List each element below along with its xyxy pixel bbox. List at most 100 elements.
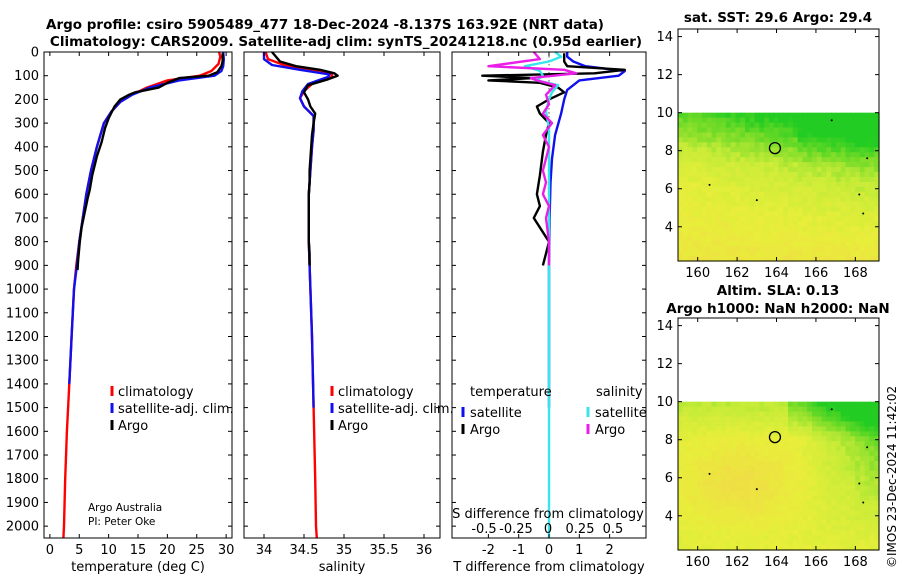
heatmap-cell <box>692 411 698 418</box>
heatmap-cell <box>745 451 751 457</box>
heatmap-cell <box>678 515 684 521</box>
heatmap-cell <box>874 152 880 158</box>
heatmap-cell <box>692 152 698 158</box>
heatmap-cell <box>706 226 713 232</box>
heatmap-cell <box>835 186 842 193</box>
heatmap-cell <box>821 152 827 158</box>
heatmap-cell <box>740 421 746 427</box>
heatmap-cell <box>730 465 737 472</box>
heatmap-cell <box>682 112 689 119</box>
heatmap-cell <box>840 456 847 462</box>
heatmap-cell <box>735 525 741 531</box>
heatmap-cell <box>730 167 737 173</box>
heatmap-cell <box>821 172 827 178</box>
heatmap-cell <box>859 495 866 502</box>
heatmap-cell <box>812 545 818 551</box>
heatmap-cell <box>792 172 799 178</box>
heatmap-cell <box>768 162 775 168</box>
heatmap-cell <box>735 515 741 521</box>
heatmap-cell <box>874 470 880 477</box>
heatmap-cell <box>788 206 794 213</box>
map-x-tick-label: 160 <box>685 555 710 570</box>
heatmap-cell <box>716 530 722 536</box>
heatmap-cell <box>831 431 837 437</box>
heatmap-cell <box>792 142 799 148</box>
heatmap-cell <box>711 451 717 457</box>
heatmap-cell <box>740 117 746 124</box>
y-tick-label: 900 <box>14 259 39 274</box>
heatmap-cell <box>859 446 866 452</box>
heatmap-cell <box>687 470 693 477</box>
heatmap-cell <box>797 540 804 546</box>
heatmap-cell <box>802 147 808 153</box>
heatmap-cell <box>835 446 842 452</box>
heatmap-cell <box>773 191 780 198</box>
heatmap-cell <box>840 465 847 472</box>
heatmap-cell <box>735 461 741 467</box>
heatmap-cell <box>831 530 837 536</box>
heatmap-cell <box>826 196 832 203</box>
heatmap-cell <box>773 505 780 512</box>
heatmap-cell <box>749 480 756 487</box>
heatmap-cell <box>850 525 856 531</box>
heatmap-cell <box>778 256 784 262</box>
heatmap-cell <box>869 456 875 462</box>
heatmap-cell <box>855 441 861 447</box>
heatmap-cell <box>840 137 847 143</box>
heatmap-cell <box>678 436 684 442</box>
heatmap-cell <box>850 510 856 516</box>
heatmap-cell <box>797 191 804 198</box>
heatmap-cell <box>682 231 689 237</box>
heatmap-cell <box>792 485 799 492</box>
heatmap-cell <box>845 520 851 526</box>
heatmap-cell <box>740 470 746 477</box>
island-dot <box>755 199 758 202</box>
heatmap-cell <box>768 401 775 408</box>
x-tick-label: 30 <box>218 543 235 558</box>
x-tick-label: 35 <box>336 543 353 558</box>
map-x-tick-label: 168 <box>843 266 868 281</box>
heatmap-cell <box>821 176 827 183</box>
heatmap-cell <box>678 510 684 516</box>
heatmap-cell <box>783 122 789 129</box>
heatmap-cell <box>725 176 732 183</box>
x-tick-label: 36 <box>416 543 433 558</box>
heatmap-cell <box>735 465 741 472</box>
heatmap-cell <box>749 490 756 497</box>
heatmap-cell <box>725 490 732 497</box>
heatmap-cell <box>869 401 875 408</box>
heatmap-cell <box>768 515 775 521</box>
heatmap-cell <box>812 416 818 423</box>
heatmap-cell <box>687 181 693 188</box>
x-tick-label: 1 <box>575 543 583 558</box>
heatmap-cell <box>869 236 875 242</box>
heatmap-cell <box>855 157 861 163</box>
heatmap-cell <box>845 401 851 408</box>
heatmap-cell <box>778 490 784 497</box>
heatmap-cell <box>687 172 693 178</box>
heatmap-cell <box>749 411 756 418</box>
heatmap-cell <box>740 461 746 467</box>
heatmap-cell <box>783 465 789 472</box>
heatmap-cell <box>682 490 689 497</box>
heatmap-cell <box>754 401 760 408</box>
heatmap-cell <box>701 167 708 173</box>
heatmap-cell <box>716 206 722 213</box>
heatmap-cell <box>764 127 770 134</box>
heatmap-cell <box>821 416 827 423</box>
heatmap-cell <box>721 461 727 467</box>
heatmap-cell <box>745 515 751 521</box>
heatmap-cell <box>840 480 847 487</box>
heatmap-cell <box>816 137 823 143</box>
heatmap-cell <box>874 500 880 507</box>
heatmap-cell <box>807 515 813 521</box>
heatmap-cell <box>697 401 703 408</box>
heatmap-cell <box>745 241 751 247</box>
heatmap-cell <box>773 540 780 546</box>
heatmap-cell <box>754 515 760 521</box>
heatmap-cell <box>730 525 737 531</box>
heatmap-cell <box>730 431 737 437</box>
heatmap-cell <box>831 127 837 134</box>
heatmap-cell <box>716 490 722 497</box>
heatmap-cell <box>725 485 732 492</box>
